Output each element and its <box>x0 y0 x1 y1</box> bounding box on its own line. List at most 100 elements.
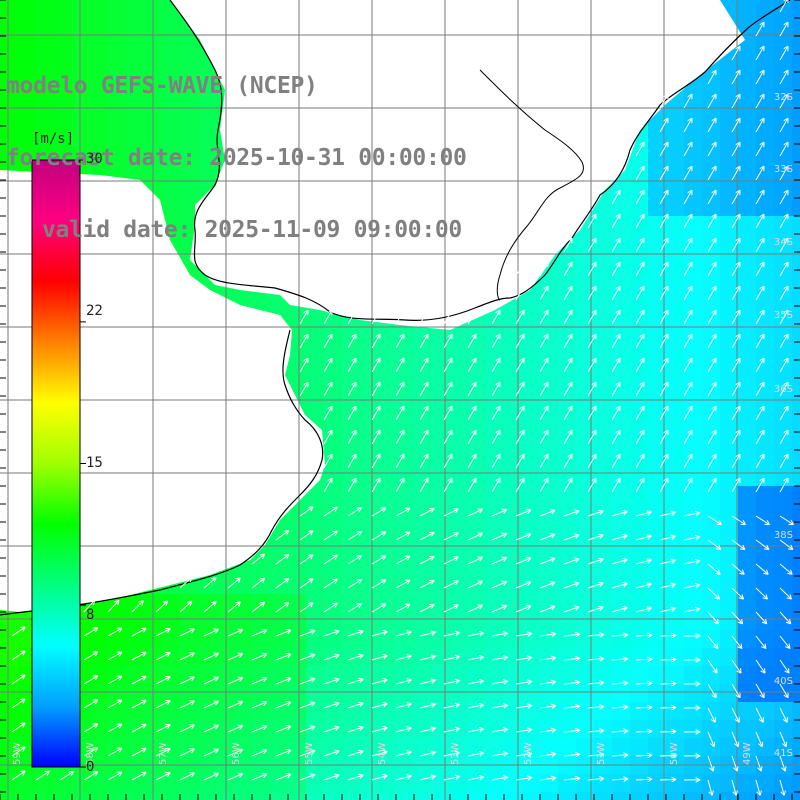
wind-cell <box>756 270 775 289</box>
wind-cell <box>666 648 685 667</box>
wind-cell <box>108 738 127 757</box>
wind-cell <box>126 720 145 739</box>
wind-cell <box>90 0 109 19</box>
wind-cell <box>414 468 433 487</box>
wind-cell <box>702 414 721 433</box>
wind-cell <box>180 36 199 55</box>
wind-cell <box>270 630 289 649</box>
wind-cell <box>216 684 235 703</box>
wind-cell <box>666 234 685 253</box>
wind-cell <box>684 486 703 505</box>
wind-cell <box>666 720 685 739</box>
wind-cell <box>702 378 721 397</box>
wind-cell <box>0 54 19 73</box>
wind-cell <box>702 396 721 415</box>
wind-cell <box>18 126 37 145</box>
lon-label: 50W <box>669 742 680 765</box>
wind-cell <box>630 234 649 253</box>
wind-cell <box>720 342 739 361</box>
wind-cell <box>378 594 397 613</box>
wind-cell <box>756 414 775 433</box>
wind-cell <box>630 684 649 703</box>
wind-cell <box>756 396 775 415</box>
wind-cell <box>558 360 577 379</box>
wind-cell <box>774 126 793 145</box>
wind-cell <box>702 90 721 109</box>
wind-cell <box>198 108 217 127</box>
wind-cell <box>198 612 217 631</box>
wind-cell <box>594 648 613 667</box>
wind-cell <box>612 666 631 685</box>
wind-cell <box>36 18 55 37</box>
wind-cell <box>396 396 415 415</box>
wind-cell <box>720 612 739 631</box>
wind-cell <box>36 144 55 163</box>
wind-cell <box>666 252 685 271</box>
wind-cell <box>738 198 757 217</box>
wind-cell <box>792 666 800 685</box>
wind-cell <box>792 288 800 307</box>
wind-cell <box>162 54 181 73</box>
wind-cell <box>702 144 721 163</box>
wind-cell <box>594 486 613 505</box>
wind-cell <box>666 468 685 487</box>
wind-cell <box>540 324 559 343</box>
wind-cell <box>108 720 127 739</box>
wind-cell <box>738 414 757 433</box>
wind-cell <box>468 414 487 433</box>
wind-cell <box>486 396 505 415</box>
wind-cell <box>126 18 145 37</box>
wind-cell <box>720 378 739 397</box>
wind-cell <box>738 90 757 109</box>
wind-cell <box>792 180 800 199</box>
wind-cell <box>522 396 541 415</box>
wind-cell <box>558 378 577 397</box>
wind-cell <box>126 36 145 55</box>
wind-cell <box>522 450 541 469</box>
wind-cell <box>108 90 127 109</box>
wind-cell <box>612 252 631 271</box>
wind-cell <box>594 360 613 379</box>
wind-cell <box>738 126 757 145</box>
wind-cell <box>396 378 415 397</box>
wind-cell <box>126 90 145 109</box>
wind-cell <box>774 216 793 235</box>
wind-cell <box>306 378 325 397</box>
wind-cell <box>720 72 739 91</box>
wind-cell <box>684 198 703 217</box>
wind-cell <box>108 774 127 793</box>
wind-cell <box>702 342 721 361</box>
wind-cell <box>396 324 415 343</box>
wind-cell <box>630 378 649 397</box>
wind-cell <box>594 774 613 793</box>
wind-cell <box>414 414 433 433</box>
wind-cell <box>756 360 775 379</box>
wind-cell <box>252 684 271 703</box>
wind-cell <box>54 144 73 163</box>
wind-cell <box>792 432 800 451</box>
wind-cell <box>558 684 577 703</box>
wind-cell <box>558 576 577 595</box>
wind-cell <box>414 540 433 559</box>
wind-cell <box>486 774 505 793</box>
wind-cell <box>612 324 631 343</box>
wind-cell <box>180 126 199 145</box>
wind-cell <box>702 72 721 91</box>
wind-cell <box>72 36 91 55</box>
wind-cell <box>360 468 379 487</box>
wind-cell <box>90 720 109 739</box>
wind-cell <box>162 72 181 91</box>
wind-cell <box>576 792 595 800</box>
wind-cell <box>594 540 613 559</box>
wind-cell <box>180 648 199 667</box>
wind-cell <box>288 684 307 703</box>
wind-cell <box>576 504 595 523</box>
wind-cell <box>234 720 253 739</box>
wind-cell <box>792 774 800 793</box>
wind-cell <box>558 252 577 271</box>
wind-cell <box>0 0 19 19</box>
wind-cell <box>612 378 631 397</box>
wind-cell <box>216 630 235 649</box>
wind-cell <box>72 108 91 127</box>
